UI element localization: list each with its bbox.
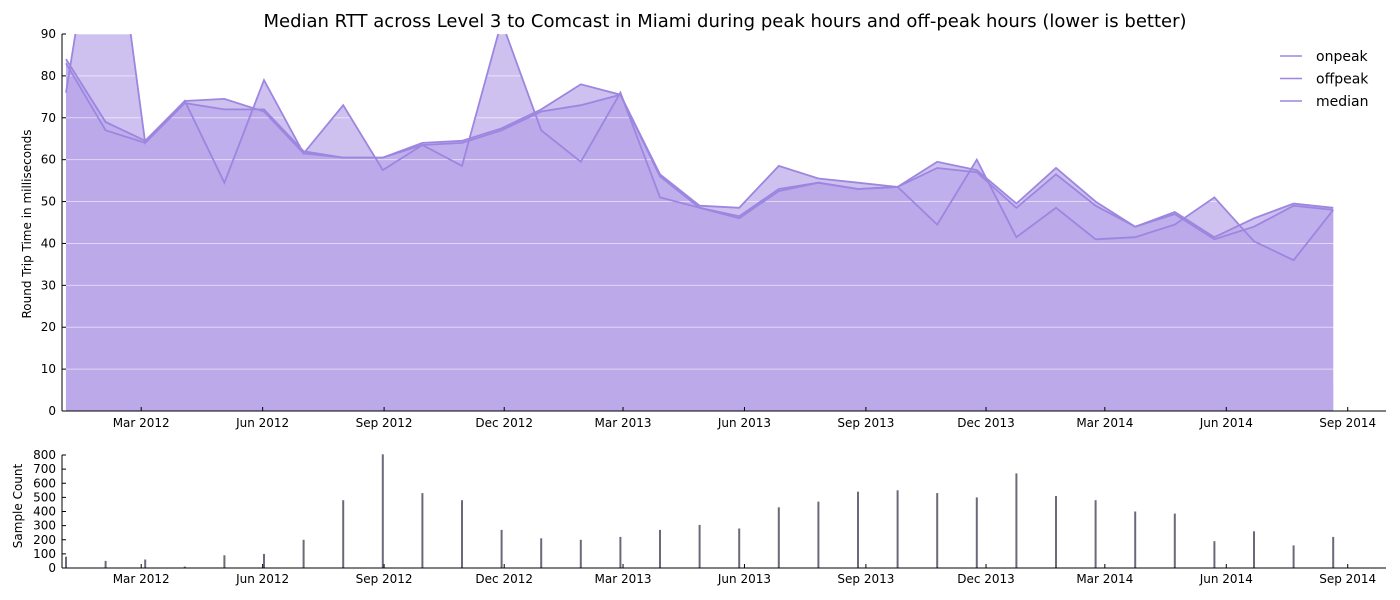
sample-count-y-axis-label: Sample Count [11,463,25,548]
main-axes [61,34,1386,412]
sample-count-y-tick-label: 0 [48,561,56,575]
sample-count-bar [500,529,503,568]
sample-count-y-tick-label: 100 [33,547,56,561]
y-tick-label: 40 [41,236,56,250]
y-tick-label: 80 [41,69,56,83]
sample-count-x-tick-label: Mar 2013 [595,572,652,586]
main-series-lines [65,34,1334,262]
main-plot: 0 10 20 30 40 50 60 70 80 90 Mar 2012 Jun 2012 Sep … [20,27,1386,430]
sample-count-bar [579,539,582,569]
sample-count-x-tick-label: Jun 2012 [235,572,289,586]
sample-count-bar [1015,473,1018,568]
sample-count-x-tick-label: Mar 2014 [1076,572,1133,586]
sample-count-bar [1253,531,1255,568]
main-x-ticks: Mar 2012 Jun 2012 Sep 2012 Dec 2012 Mar 2013… [113,407,1376,430]
main-series-areas [65,34,1334,411]
sample-count-bar [144,559,147,568]
main-y-ticks: 0 10 20 30 40 50 60 70 80 90 [41,27,66,418]
sample-count-bar [857,491,859,568]
sample-count-x-tick-label: Mar 2012 [113,572,170,586]
legend-label-onpeak: onpeak [1316,49,1369,65]
sample-count-y-tick-label: 300 [33,519,56,533]
sample-count-x-tick-label: Jun 2013 [717,572,771,586]
sample-count-bar [104,560,107,568]
sample-count-y-tick-label: 400 [33,505,56,519]
x-tick-label: Sep 2012 [356,416,413,430]
legend: onpeak offpeak median [1280,49,1369,110]
y-tick-label: 70 [41,111,56,125]
sample-count-bar [619,536,622,568]
sample-count-bar [1332,536,1335,568]
sample-count-x-tick-label: Dec 2012 [475,572,533,586]
y-tick-label: 60 [41,153,56,167]
x-tick-label: Jun 2013 [717,416,771,430]
sample-count-bar [975,497,978,568]
sample-count-bar [183,566,186,568]
sample-count-x-tick-label: Sep 2012 [356,572,413,586]
sample-count-bar [1173,513,1176,568]
sample-count-bar [342,500,345,568]
sample-count-bar [65,556,67,568]
y-tick-label: 50 [41,195,56,209]
sample-count-y-tick-label: 800 [33,448,56,462]
main-y-axis-label: Round Trip Time in milliseconds [20,129,34,318]
sample-count-x-tick-label: Sep 2013 [837,572,894,586]
sample-count-bar [738,528,741,568]
x-tick-label: Mar 2013 [595,416,652,430]
sample-count-bar [223,555,226,568]
sample-count-axes [61,455,1386,569]
sample-count-bar [302,539,305,569]
sample-count-y-tick-label: 700 [33,462,56,476]
legend-label-median: median [1316,94,1368,110]
x-tick-label: Mar 2014 [1076,416,1133,430]
sample-count-bar [896,490,899,568]
sample-count-y-tick-label: 600 [33,476,56,490]
x-tick-label: Sep 2013 [837,416,894,430]
sample-count-y-tick-label: 200 [33,533,56,547]
x-tick-label: Mar 2012 [113,416,170,430]
sample-count-bar [1134,511,1137,568]
sample-count-bar [698,524,701,568]
sample-count-bar [659,529,661,568]
sample-count-bar [263,553,265,568]
y-tick-label: 20 [41,320,56,334]
sample-count-x-ticks: Mar 2012 Jun 2012 Sep 2012 Dec 2012 Mar 2013… [113,564,1376,586]
x-tick-label: Sep 2014 [1319,416,1376,430]
sample-count-bar [1055,496,1057,568]
sample-count-bar [381,454,384,568]
y-tick-label: 90 [41,27,56,41]
sample-count-x-tick-label: Dec 2013 [957,572,1015,586]
sample-count-x-tick-label: Jun 2014 [1199,572,1253,586]
legend-label-offpeak: offpeak [1316,72,1369,88]
sample-count-bar [461,500,463,568]
x-tick-label: Dec 2012 [475,416,533,430]
y-tick-label: 10 [41,362,56,376]
sample-count-bar [1094,500,1097,568]
sample-count-bar [1213,541,1216,568]
x-tick-label: Dec 2013 [957,416,1015,430]
chart-title: Median RTT across Level 3 to Comcast in … [263,11,1186,32]
sample-count-bar [777,507,780,568]
main-gridlines [62,33,1386,370]
x-tick-label: Jun 2012 [235,416,289,430]
y-tick-label: 0 [48,404,56,418]
area-median [65,63,1334,411]
sample-count-x-tick-label: Sep 2014 [1319,572,1376,586]
sample-count-bar [817,501,820,568]
sample-count-bar [936,493,939,568]
sample-count-bars [65,454,1335,569]
x-tick-label: Jun 2014 [1199,416,1253,430]
sample-count-bar [1292,545,1295,568]
sample-count-y-tick-label: 500 [33,490,56,504]
sample-count-bar [540,538,543,568]
sample-count-bar [421,493,424,568]
y-tick-label: 30 [41,278,56,292]
